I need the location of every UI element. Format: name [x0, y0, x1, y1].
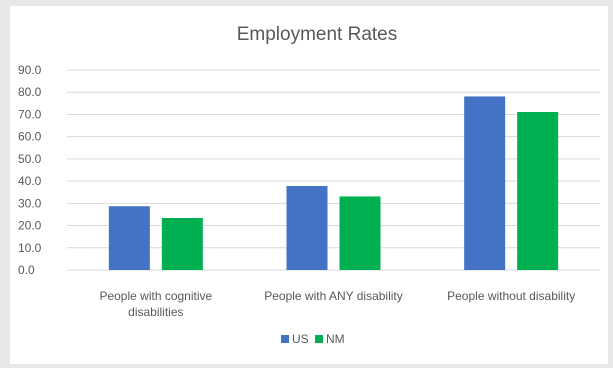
y-tick-label: 90.0: [18, 63, 42, 77]
chart-svg: Employment Rates 0.0 10.0 20.0 30.0 40.0 50.0…: [18, 24, 600, 346]
y-tick-label: 40.0: [18, 174, 42, 188]
legend-swatch-us: [281, 335, 289, 343]
legend: US NM: [281, 332, 345, 346]
y-tick-label: 80.0: [18, 85, 42, 99]
legend-label-nm: NM: [326, 332, 345, 346]
y-tick-label: 20.0: [18, 219, 42, 233]
bar-nm-0: [161, 218, 203, 270]
bar-nm-1: [339, 196, 381, 270]
x-category-label: disabilities: [128, 305, 183, 319]
bars: [108, 96, 559, 270]
chart-title: Employment Rates: [237, 24, 398, 45]
y-axis-tick-labels: 0.0 10.0 20.0 30.0 40.0 50.0 60.0 70.0 80.0 90.0: [18, 63, 42, 277]
y-tick-label: 30.0: [18, 196, 42, 210]
x-category-label: People with ANY disability: [264, 289, 403, 303]
y-tick-label: 10.0: [18, 241, 42, 255]
x-axis-category-labels: People with cognitive disabilities People …: [99, 289, 575, 319]
y-tick-label: 0.0: [18, 263, 35, 277]
x-category-label: People without disability: [447, 289, 575, 303]
y-tick-label: 70.0: [18, 107, 42, 121]
x-category-label: People with cognitive: [99, 289, 212, 303]
bar-us-2: [464, 96, 506, 270]
y-tick-label: 50.0: [18, 152, 42, 166]
gridlines: [67, 69, 600, 271]
y-tick-label: 60.0: [18, 130, 42, 144]
bar-us-0: [108, 206, 150, 270]
bar-nm-2: [517, 112, 559, 270]
chart-area: Employment Rates 0.0 10.0 20.0 30.0 40.0 50.0…: [10, 6, 608, 364]
bar-us-1: [286, 186, 328, 270]
legend-label-us: US: [292, 332, 309, 346]
legend-swatch-nm: [315, 335, 323, 343]
